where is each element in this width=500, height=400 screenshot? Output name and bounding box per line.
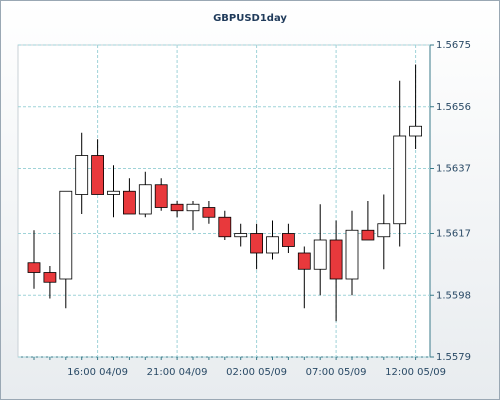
candle-body — [154, 184, 168, 208]
candle-body — [409, 125, 423, 137]
candle-body — [218, 216, 232, 238]
x-tick-label: 16:00 04/09 — [67, 367, 128, 378]
plot-area — [17, 44, 431, 358]
x-tick-label: 12:00 05/09 — [385, 367, 446, 378]
candle-body — [186, 203, 200, 212]
candle-body — [59, 190, 73, 280]
candle-body — [75, 155, 89, 195]
candle-body — [91, 155, 104, 195]
candle-body — [138, 184, 152, 215]
candle-body — [329, 239, 343, 280]
x-tick-label: 07:00 05/09 — [306, 367, 367, 378]
candle-body — [361, 229, 375, 241]
y-tick-label: 1.5598 — [436, 290, 471, 301]
x-tick-label: 02:00 05/09 — [226, 367, 287, 378]
candle-body — [107, 190, 120, 195]
candle-body — [266, 236, 279, 254]
candle-body — [250, 233, 264, 254]
candle-body — [202, 207, 216, 218]
y-tick-label: 1.5617 — [436, 229, 471, 240]
candle-body — [313, 239, 327, 270]
y-tick-label: 1.5656 — [436, 102, 471, 113]
candle-body — [377, 223, 391, 238]
y-tick-label: 1.5637 — [436, 164, 471, 175]
candle-body — [297, 252, 311, 270]
candle-body — [27, 262, 41, 273]
candle-body — [43, 272, 57, 283]
y-tick-label: 1.5579 — [436, 352, 471, 363]
candle-body — [170, 203, 184, 212]
y-tick-label: 1.5675 — [436, 40, 471, 51]
x-tick-label: 21:00 04/09 — [147, 367, 208, 378]
candle-body — [123, 190, 136, 215]
candle-body — [393, 135, 407, 225]
candle-body — [234, 233, 248, 238]
candle-body — [281, 233, 295, 247]
candle-body — [345, 229, 359, 280]
chart-title: GBPUSD1day — [213, 13, 287, 24]
